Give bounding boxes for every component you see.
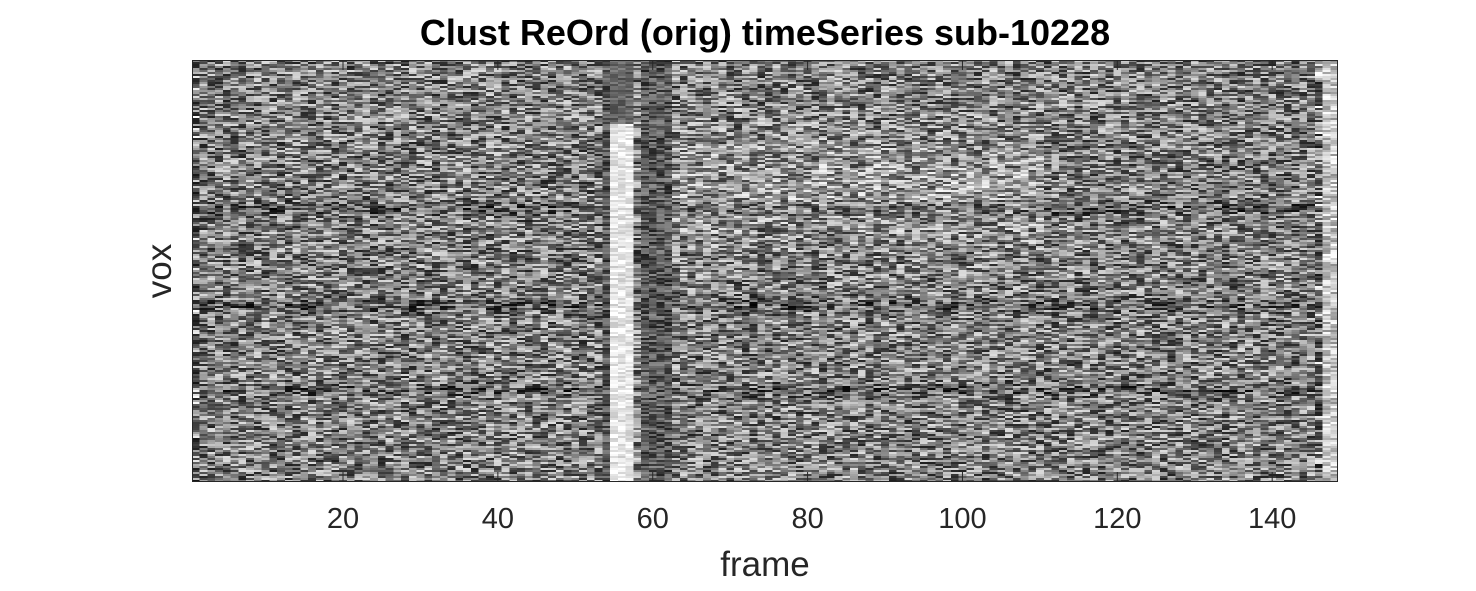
x-tick-label: 40: [481, 503, 514, 535]
x-tick-label: 140: [1247, 503, 1297, 535]
chart-title: Clust ReOrd (orig) timeSeries sub-10228: [419, 12, 1111, 53]
x-tick-label: 100: [938, 503, 987, 535]
plot-area: [192, 60, 1338, 482]
y-axis-label: vox: [140, 243, 179, 299]
axes-box: [192, 60, 1338, 482]
x-tick-label: 80: [791, 503, 824, 535]
heatmap-image: [192, 60, 1338, 482]
x-tick-label: 60: [636, 503, 669, 535]
x-axis-label: frame: [720, 545, 810, 584]
axes-frame: [192, 60, 1338, 482]
x-tick-label: 20: [326, 503, 360, 535]
x-tick-label: 120: [1093, 503, 1142, 535]
